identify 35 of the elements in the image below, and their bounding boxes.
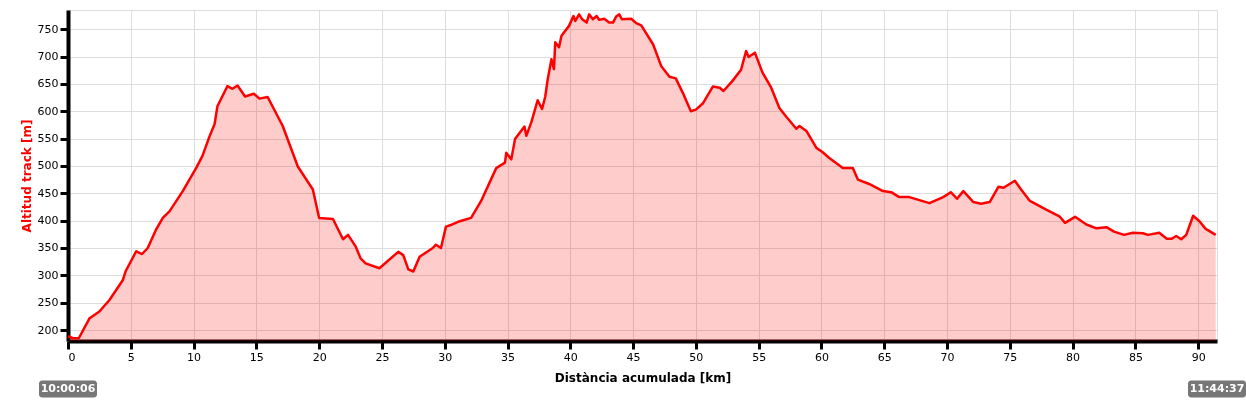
text: 10:00:06 — [40, 382, 96, 395]
x-tick-label: 50 — [689, 350, 704, 364]
x-tick-label: 75 — [1003, 350, 1018, 364]
x-tick-label: 35 — [501, 350, 516, 364]
x-tick-label: 85 — [1128, 350, 1143, 364]
x-tick-label: 70 — [940, 350, 955, 364]
x-tick-label: 0 — [68, 350, 76, 364]
x-tick-label: 55 — [752, 350, 767, 364]
x-tick-label: 15 — [249, 350, 264, 364]
x-axis-title: Distància acumulada [km] — [554, 370, 732, 385]
x-tick-label: 25 — [375, 350, 390, 364]
x-tick-label: 45 — [626, 350, 641, 364]
x-tick-label: 90 — [1191, 350, 1206, 364]
text: 11:44:37 — [1189, 382, 1245, 395]
y-tick-label: 450 — [37, 186, 59, 200]
y-axis-title: Altitud track [m] — [19, 119, 34, 233]
y-tick-label: 500 — [37, 159, 59, 173]
x-tick-label: 20 — [312, 350, 327, 364]
y-tick-label: 350 — [37, 241, 59, 255]
x-tick-label: 5 — [127, 350, 135, 364]
x-tick-label: 60 — [814, 350, 829, 364]
x-tick-label: 80 — [1066, 350, 1081, 364]
y-tick-label: 300 — [37, 268, 59, 282]
y-tick-label: 750 — [37, 22, 59, 36]
y-tick-label: 400 — [37, 214, 59, 228]
y-tick-label: 600 — [37, 104, 59, 118]
y-tick-label: 550 — [37, 132, 59, 146]
y-tick-label: 200 — [37, 323, 59, 337]
x-tick-label: 65 — [877, 350, 892, 364]
y-tick-label: 250 — [37, 296, 59, 310]
x-tick-label: 10 — [187, 350, 202, 364]
y-tick-label: 650 — [37, 77, 59, 91]
x-tick-label: 30 — [438, 350, 453, 364]
y-tick-label: 700 — [37, 50, 59, 63]
x-tick-label: 40 — [563, 350, 578, 364]
